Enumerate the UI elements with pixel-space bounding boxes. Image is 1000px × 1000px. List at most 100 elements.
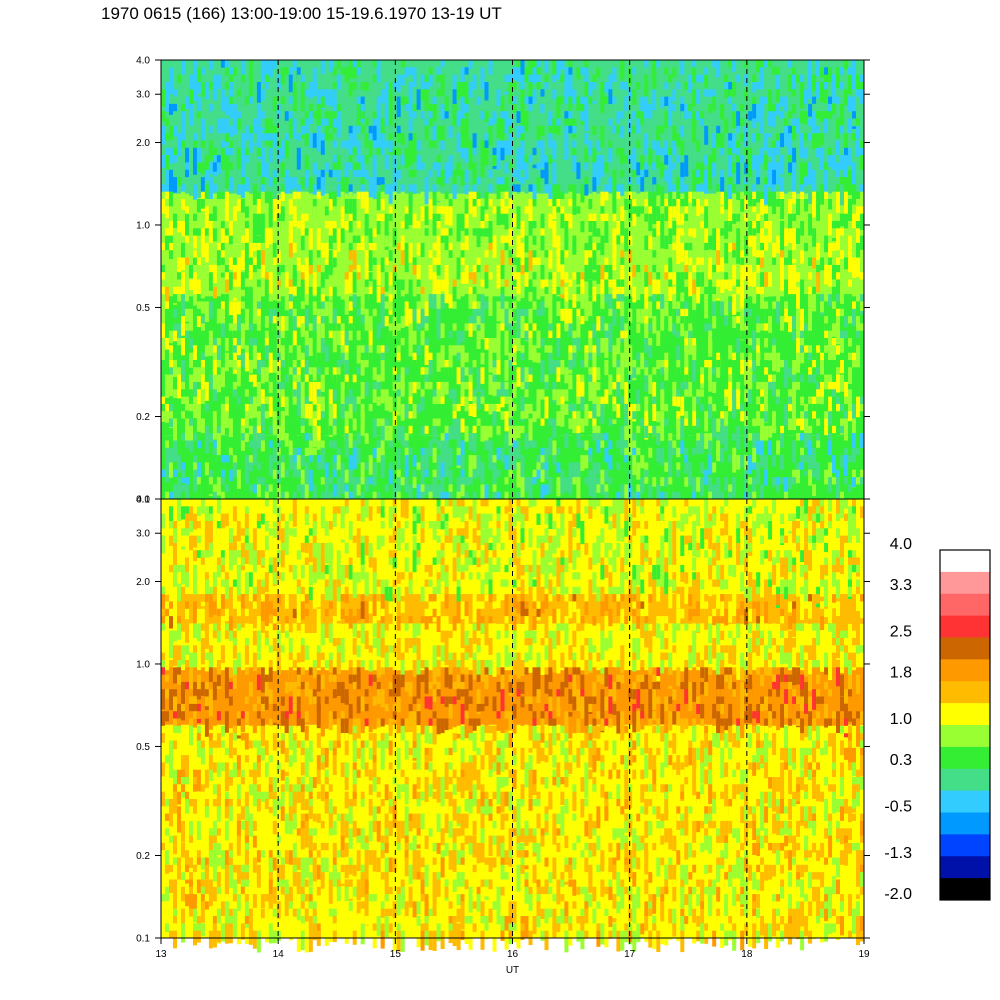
spectrum-cell — [516, 125, 521, 138]
spectrum-cell — [332, 169, 337, 182]
spectrum-cell — [472, 403, 477, 417]
spectrum-cell — [532, 345, 537, 363]
spectrum-cell — [320, 455, 325, 470]
spectrum-cell — [524, 367, 529, 387]
spectrum-cell — [732, 396, 737, 419]
spectrum-cell — [240, 455, 245, 477]
spectrum-cell — [364, 199, 369, 215]
spectrum-cell — [232, 206, 237, 225]
spectrum-cell — [572, 338, 577, 348]
spectrum-cell — [408, 242, 413, 263]
spectrum-cell — [228, 206, 233, 219]
spectrum-cell — [392, 133, 397, 147]
spectrum-cell — [748, 316, 753, 337]
spectrum-cell — [316, 228, 321, 240]
spectrum-cell — [732, 213, 737, 224]
spectrum-cell — [308, 235, 313, 250]
spectrum-cell — [204, 221, 209, 236]
spectrum-cell — [596, 338, 601, 357]
spectrum-cell — [193, 477, 197, 498]
spectrum-cell — [360, 250, 365, 266]
spectrum-cell — [264, 345, 269, 360]
spectrum-cell — [724, 89, 729, 99]
spectrum-cell — [456, 228, 461, 242]
spectrum-cell — [652, 374, 657, 384]
spectrum-cell — [244, 191, 249, 202]
spectrum-cell — [492, 228, 497, 241]
spectrum-cell — [185, 199, 189, 210]
spectrum-cell — [700, 74, 705, 83]
spectrum-cell — [400, 221, 405, 229]
spectrum-cell — [173, 345, 177, 359]
spectrum-cell — [708, 477, 713, 493]
spectrum-cell — [292, 425, 297, 447]
spectrum-cell — [648, 199, 653, 213]
spectrum-cell — [496, 191, 501, 201]
spectrum-cell — [640, 74, 645, 93]
spectrum-cell — [440, 140, 445, 151]
spectrum-cell — [292, 169, 297, 184]
spectrum-cell — [628, 177, 633, 185]
spectrum-cell — [744, 199, 749, 210]
spectrum-cell — [368, 294, 373, 308]
spectrum-cell — [664, 367, 669, 381]
spectrum-cell — [536, 147, 541, 158]
spectrum-cell — [752, 374, 757, 383]
spectrum-cell — [344, 82, 349, 94]
spectrum-cell — [752, 360, 757, 372]
spectrum-cell — [432, 360, 437, 368]
spectrum-cell — [700, 411, 705, 426]
spectrum-cell — [732, 381, 737, 397]
spectrum-cell — [648, 213, 653, 231]
spectrum-cell — [228, 74, 233, 89]
spectrum-cell — [276, 484, 281, 503]
spectrum-cell — [608, 425, 613, 441]
spectrum-cell — [684, 396, 689, 412]
spectrum-cell — [392, 425, 397, 442]
spectrum-cell — [644, 169, 649, 178]
spectrum-cell — [524, 103, 529, 113]
spectrum-cell — [464, 235, 469, 255]
spectrum-cell — [312, 228, 317, 241]
spectrum-cell — [216, 199, 221, 221]
spectrum-cell — [472, 360, 477, 375]
spectrum-cell — [572, 155, 577, 172]
spectrum-cell — [356, 140, 361, 155]
spectrum-cell — [532, 447, 537, 466]
spectrum-cell — [364, 345, 369, 354]
spectrum-cell — [200, 177, 205, 196]
spectrum-cell — [648, 425, 653, 440]
spectrum-cell — [284, 140, 289, 159]
spectrum-cell — [444, 440, 449, 450]
spectrum-cell — [380, 60, 385, 74]
spectrum-cell — [173, 213, 177, 228]
spectrum-cell — [472, 74, 477, 96]
spectrum-cell — [224, 250, 229, 262]
spectrum-cell — [620, 455, 625, 475]
spectrum-cell — [189, 389, 193, 410]
spectrum-cell — [508, 213, 513, 228]
spectrum-cell — [296, 374, 301, 383]
spectrum-cell — [304, 118, 309, 134]
spectrum-cell — [568, 323, 573, 337]
spectrum-cell — [664, 140, 669, 162]
spectrum-cell — [165, 155, 169, 173]
spectrum-cell — [592, 177, 597, 198]
spectrum-cell — [364, 294, 369, 308]
spectrum-cell — [280, 345, 285, 356]
spectrum-cell — [564, 286, 569, 300]
spectrum-cell — [352, 96, 357, 110]
spectrum-cell — [220, 118, 225, 139]
spectrum-cell — [528, 82, 533, 97]
spectrum-cell — [628, 403, 633, 421]
spectrum-cell — [652, 316, 657, 334]
spectrum-cell — [169, 191, 173, 209]
spectrum-cell — [480, 286, 485, 295]
spectrum-cell — [532, 433, 537, 442]
spectrum-cell — [220, 169, 225, 192]
spectrum-cell — [576, 155, 581, 164]
spectrum-cell — [480, 257, 485, 272]
spectrum-cell — [508, 367, 513, 375]
spectrum-cell — [660, 177, 665, 187]
spectrum-cell — [636, 323, 641, 333]
